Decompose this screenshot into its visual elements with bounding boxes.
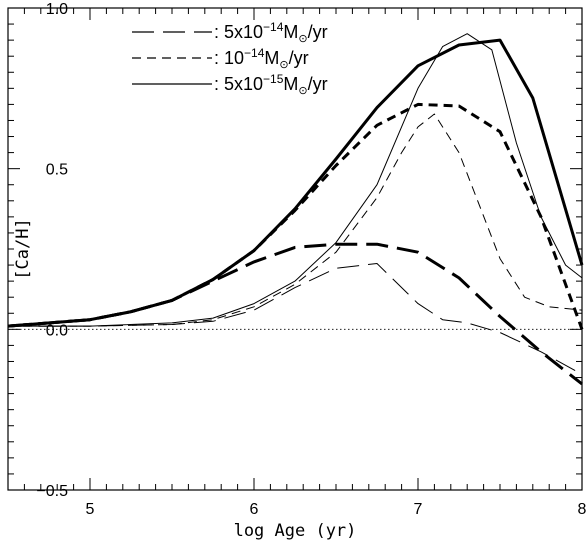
- y-tick-label: −0.5: [36, 483, 68, 500]
- series-line-c-thin: [8, 33, 583, 327]
- x-axis-label: log Age (yr): [234, 521, 357, 541]
- y-tick-label: 1.0: [46, 1, 68, 18]
- series-line-b-thin: [8, 113, 583, 327]
- y-tick-label: 0.5: [46, 162, 68, 179]
- y-tick-label: 0.0: [46, 322, 68, 339]
- series-line-c-thick: [7, 38, 584, 328]
- y-axis-label: [Ca/H]: [13, 218, 33, 279]
- ticks-layer: 5 6 7 8 −0.5 0.0 0.5 1.0: [8, 1, 587, 518]
- legend-label-a: : 5x10−14M⊙/yr: [214, 20, 328, 45]
- legend: : 5x10−14M⊙/yr: 10−14M⊙/yr: 5x10−15M⊙/yr: [132, 20, 328, 97]
- legend-label-b: : 10−14M⊙/yr: [214, 46, 309, 71]
- x-tick-label: 7: [414, 501, 423, 518]
- x-tick-label: 5: [86, 501, 95, 518]
- series-line-b-thick: [7, 102, 584, 330]
- x-tick-label: 8: [578, 501, 587, 518]
- legend-label-c: : 5x10−15M⊙/yr: [214, 72, 328, 97]
- series-layer: [7, 33, 584, 386]
- x-tick-label: 6: [250, 501, 259, 518]
